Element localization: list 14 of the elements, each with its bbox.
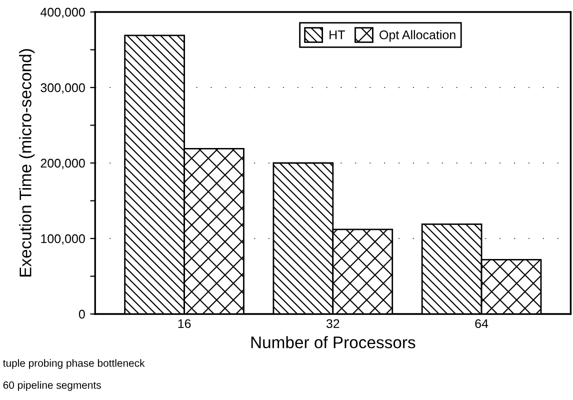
y-tick-label: 300,000: [40, 83, 85, 94]
text: 60 pipeline segments: [3, 381, 101, 391]
x-axis-title: Number of Processors: [251, 336, 416, 348]
legend-label: Opt Allocation: [380, 30, 456, 42]
y-tick-label: 200,000: [40, 158, 85, 170]
x-tick-label: 64: [475, 319, 488, 328]
x-tick-label: 32: [326, 319, 340, 328]
y-tick-label: 400,000: [40, 8, 85, 18]
y-axis-title: Execution Time (micro-second): [19, 49, 35, 276]
y-tick-label: 100,000: [41, 234, 85, 245]
legend-label: HT: [330, 30, 345, 40]
text: tuple probing phase bottleneck: [3, 359, 145, 369]
y-tick-label: 0: [78, 310, 85, 319]
x-tick-label: 16: [178, 319, 191, 328]
